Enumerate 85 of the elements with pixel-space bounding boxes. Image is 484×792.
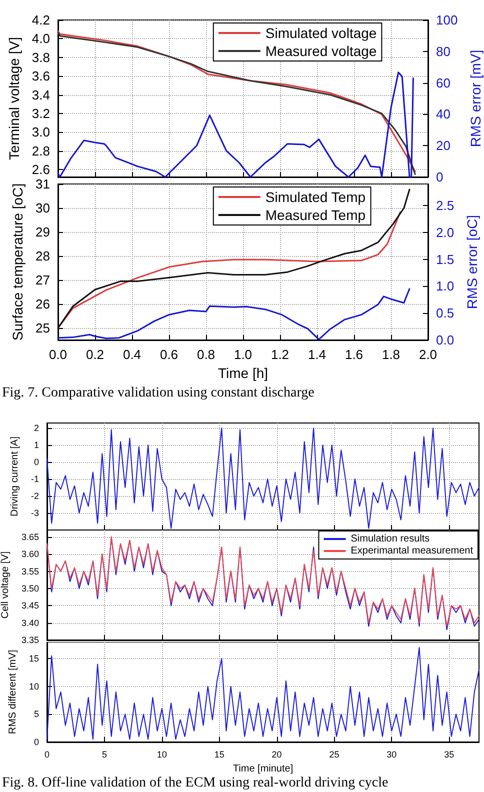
y-tick-label: 30 <box>36 200 50 216</box>
y-tick-label: 4.2 <box>32 12 50 28</box>
y-tick-label: 29 <box>36 224 50 240</box>
x-tick-label: 5 <box>102 750 107 760</box>
y-tick-label: 0 <box>34 737 39 747</box>
legend-label: Simulated voltage <box>265 25 377 41</box>
x-tick-label: 20 <box>272 750 282 760</box>
y-tick-label: 3.55 <box>21 566 39 576</box>
x-tick-label: 0.2 <box>86 347 104 362</box>
y-tick-label: 5 <box>34 709 39 720</box>
y-tick-label: 3.4 <box>32 87 50 102</box>
y2-axis-title: RMS error [oC] <box>464 214 480 310</box>
y-tick-label: 3.40 <box>21 618 39 628</box>
y-tick-label: 2.6 <box>32 162 50 178</box>
legend-label: Simulation results <box>350 534 430 544</box>
y-tick-label: 4.0 <box>32 31 50 46</box>
y-axis-title: Surface temperature [oC] <box>10 183 26 341</box>
y-tick-label: 26 <box>36 296 50 312</box>
y-axis-title: RMS different [mV] <box>8 650 19 734</box>
y-tick-label: 31 <box>36 176 50 192</box>
y-tick-label: 3.6 <box>32 68 50 84</box>
x-tick-label: 35 <box>444 750 454 760</box>
y-tick-label: 3.60 <box>21 549 39 560</box>
y-tick-label: 3.50 <box>21 583 39 594</box>
y2-tick-label: 0 <box>436 170 444 184</box>
x-tick-label: 0.6 <box>160 347 178 362</box>
x-tick-label: 25 <box>329 750 340 760</box>
caption: Fig. 8. Off-line validation of the ECM using real-world driving cycle <box>2 776 388 790</box>
x-tick-label: 0.8 <box>196 347 216 362</box>
line-series <box>57 72 414 178</box>
y2-axis-title: RMS error [mV] <box>468 50 484 148</box>
y-tick-label: 2.8 <box>32 143 50 158</box>
y-axis-title: Driving current [A] <box>10 436 21 517</box>
y2-tick-label: 2.0 <box>436 224 454 240</box>
y-tick-label: 0 <box>34 457 39 468</box>
y-axis-title: Cell voltage [V] <box>0 551 12 619</box>
x-tick-label: 1.4 <box>308 347 326 362</box>
x-tick-label: 1.0 <box>234 347 252 362</box>
legend-label: Measured voltage <box>265 43 377 59</box>
y-tick-label: 2 <box>34 423 39 434</box>
y-tick-label: 15 <box>28 654 39 664</box>
x-tick-label: 1.2 <box>270 347 290 362</box>
x-tick-label: 15 <box>214 750 224 760</box>
x-axis-title: Time [h] <box>218 364 268 381</box>
y-tick-label: 3.2 <box>32 106 50 121</box>
x-tick-label: 1.6 <box>344 347 364 362</box>
line-series <box>57 188 410 329</box>
y2-tick-label: 20 <box>436 138 450 154</box>
x-tick-label: 10 <box>156 750 167 760</box>
line-series <box>46 428 480 529</box>
y-axis-title: Terminal voltage [V] <box>6 37 22 160</box>
line-series <box>57 288 410 340</box>
y2-tick-label: 0.0 <box>436 332 454 348</box>
legend-label: Experimantal measurement <box>350 546 474 556</box>
y2-tick-label: 0.5 <box>436 306 454 321</box>
y2-tick-label: 40 <box>436 106 450 122</box>
y-tick-label: 3.0 <box>32 124 50 140</box>
y-tick-label: 1 <box>34 440 39 450</box>
line-series <box>46 647 480 740</box>
x-tick-label: 1.8 <box>382 347 400 362</box>
y-tick-label: 3.65 <box>21 532 39 542</box>
x-tick-label: 0.0 <box>48 347 68 362</box>
caption: Fig. 7. Comparative validation using constant discharge <box>2 386 314 400</box>
x-axis-title: Time [minute] <box>232 763 294 774</box>
y2-tick-label: 80 <box>436 44 450 59</box>
x-tick-label: 2.0 <box>418 347 438 362</box>
y2-tick-label: 1.5 <box>436 252 454 267</box>
y2-tick-label: 60 <box>436 75 450 90</box>
y-tick-label: -2 <box>30 491 39 502</box>
y-tick-label: 3.35 <box>21 635 39 645</box>
legend-label: Simulated Temp <box>265 189 366 205</box>
y2-tick-label: 2.5 <box>436 198 454 214</box>
y-tick-label: 10 <box>28 681 39 692</box>
y-tick-label: -1 <box>30 474 39 484</box>
y-tick-label: 3.45 <box>21 600 39 611</box>
y-tick-label: 25 <box>36 320 50 336</box>
y-tick-label: 3.8 <box>32 50 50 65</box>
x-tick-label: 0.4 <box>122 347 142 362</box>
y2-tick-label: 1.0 <box>436 278 454 294</box>
x-tick-label: 30 <box>386 750 397 760</box>
y-tick-label: -3 <box>30 508 39 518</box>
legend-label: Measured Temp <box>265 207 366 223</box>
y-tick-label: 28 <box>36 248 50 264</box>
y2-tick-label: 100 <box>436 12 458 28</box>
y-tick-label: 27 <box>36 272 50 288</box>
